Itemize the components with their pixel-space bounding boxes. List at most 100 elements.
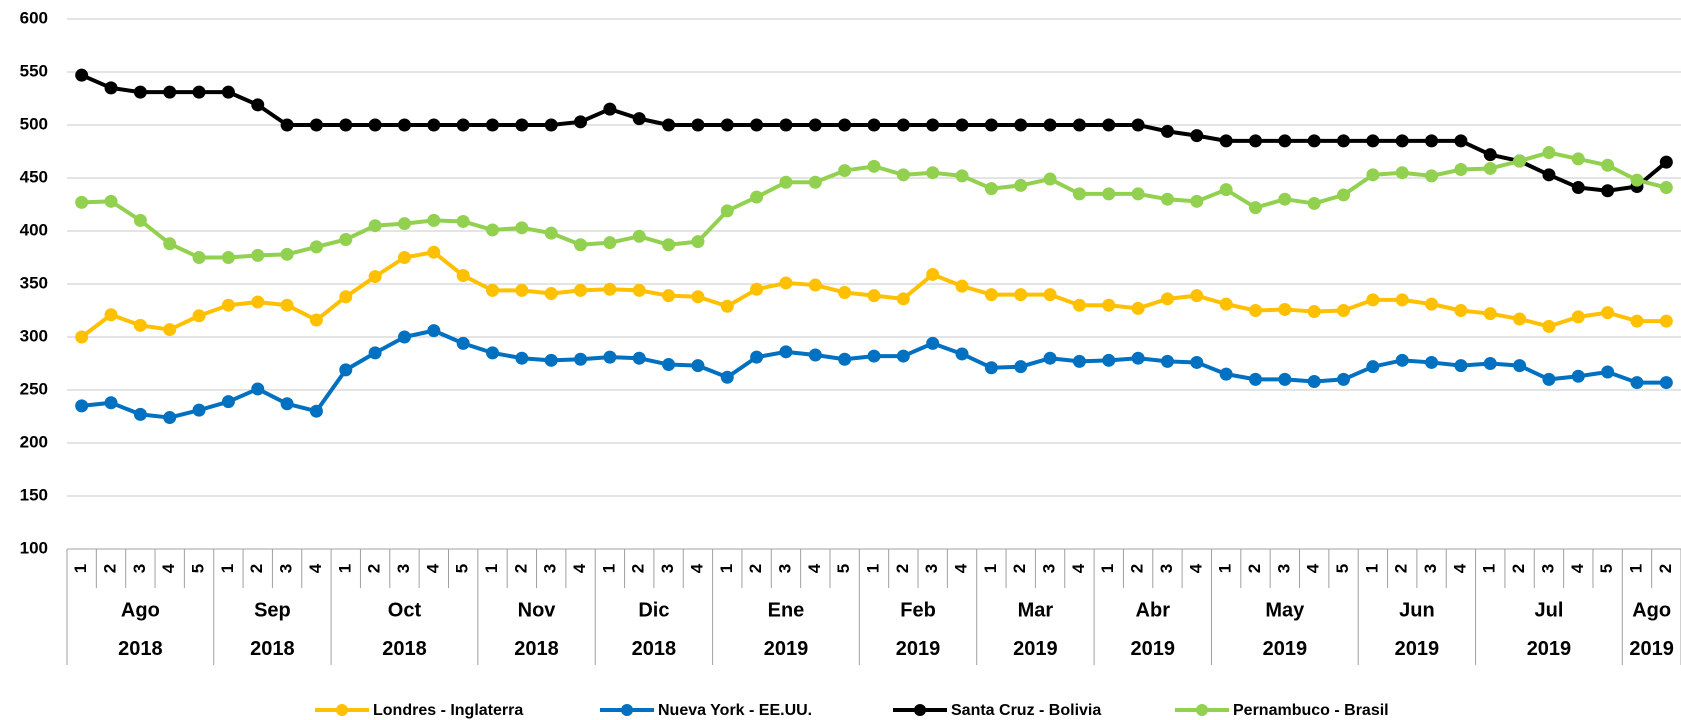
point bbox=[1102, 118, 1116, 132]
point bbox=[397, 217, 411, 231]
point bbox=[368, 118, 382, 132]
point bbox=[163, 411, 177, 425]
point bbox=[1072, 354, 1086, 368]
month-label: Ago bbox=[1632, 599, 1671, 621]
point bbox=[251, 98, 265, 112]
x-tick-label: 5 bbox=[1597, 564, 1616, 573]
point bbox=[339, 118, 353, 132]
point bbox=[1601, 365, 1615, 379]
x-tick-label: 3 bbox=[1157, 564, 1176, 573]
point bbox=[1337, 134, 1351, 148]
legend-label: Nueva York - EE.UU. bbox=[658, 702, 812, 719]
point bbox=[427, 324, 441, 338]
point bbox=[1131, 187, 1145, 201]
point bbox=[984, 361, 998, 375]
point bbox=[192, 403, 206, 417]
point bbox=[1072, 118, 1086, 132]
x-tick-label: 1 bbox=[335, 564, 354, 573]
point bbox=[720, 118, 734, 132]
point bbox=[1102, 298, 1116, 312]
point bbox=[1248, 134, 1262, 148]
x-tick-label: 1 bbox=[1480, 564, 1499, 573]
point bbox=[1454, 304, 1468, 317]
point bbox=[133, 407, 147, 421]
x-tick-label: 5 bbox=[1333, 564, 1352, 573]
point bbox=[1190, 355, 1204, 369]
point bbox=[574, 238, 588, 252]
point bbox=[221, 298, 235, 312]
point bbox=[720, 370, 734, 384]
point bbox=[309, 404, 323, 418]
point bbox=[1483, 357, 1497, 370]
point bbox=[163, 237, 177, 251]
x-tick-label: 2 bbox=[1392, 564, 1411, 573]
y-tick-label: 500 bbox=[20, 114, 48, 133]
point bbox=[75, 330, 89, 344]
point bbox=[221, 251, 235, 264]
x-tick-label: 1 bbox=[1216, 564, 1235, 573]
x-tick-label: 5 bbox=[189, 564, 208, 573]
y-tick-label: 400 bbox=[20, 220, 48, 239]
point bbox=[1160, 192, 1174, 206]
point bbox=[984, 118, 998, 132]
point bbox=[1454, 134, 1468, 148]
year-label: 2019 bbox=[1629, 638, 1674, 660]
point bbox=[896, 292, 910, 306]
point bbox=[574, 283, 588, 297]
y-tick-label: 350 bbox=[20, 273, 48, 292]
legend-marker bbox=[914, 704, 926, 716]
x-tick-label: 1 bbox=[599, 564, 618, 573]
point bbox=[486, 118, 500, 132]
point bbox=[1219, 183, 1233, 197]
point bbox=[1513, 312, 1527, 326]
x-tick-label: 4 bbox=[1568, 563, 1587, 573]
point bbox=[1542, 146, 1556, 160]
point bbox=[1072, 298, 1086, 312]
point bbox=[662, 118, 676, 132]
point bbox=[427, 213, 441, 227]
point bbox=[544, 287, 558, 301]
point bbox=[632, 283, 646, 297]
point bbox=[486, 283, 500, 297]
month-label: Ene bbox=[768, 599, 805, 621]
legend-marker bbox=[336, 704, 348, 716]
y-tick-label: 250 bbox=[20, 379, 48, 398]
point bbox=[1659, 155, 1673, 169]
point bbox=[955, 347, 969, 361]
point bbox=[1542, 372, 1556, 386]
point bbox=[486, 223, 500, 237]
point bbox=[1601, 158, 1615, 172]
point bbox=[896, 349, 910, 363]
point bbox=[75, 68, 89, 82]
point bbox=[1102, 353, 1116, 367]
point bbox=[1072, 187, 1086, 201]
point bbox=[1014, 360, 1028, 374]
y-tick-label: 450 bbox=[20, 167, 48, 186]
x-tick-label: 2 bbox=[511, 564, 530, 573]
point bbox=[1307, 375, 1321, 389]
x-tick-label: 3 bbox=[130, 564, 149, 573]
point bbox=[838, 164, 852, 178]
x-tick-label: 2 bbox=[746, 564, 765, 573]
month-label: Jul bbox=[1534, 599, 1563, 621]
y-tick-label: 600 bbox=[20, 8, 48, 27]
point bbox=[251, 295, 265, 309]
point bbox=[1248, 201, 1262, 215]
point bbox=[75, 195, 89, 209]
point bbox=[662, 358, 676, 372]
point bbox=[1337, 304, 1351, 317]
point bbox=[1542, 168, 1556, 182]
point bbox=[1366, 360, 1380, 374]
month-label: Jun bbox=[1399, 599, 1435, 621]
legend-label: Santa Cruz - Bolivia bbox=[951, 702, 1101, 719]
x-tick-label: 4 bbox=[1186, 563, 1205, 573]
point bbox=[662, 289, 676, 303]
year-label: 2018 bbox=[632, 638, 677, 660]
x-tick-label: 5 bbox=[453, 564, 472, 573]
point bbox=[1454, 359, 1468, 373]
x-tick-label: 1 bbox=[717, 564, 736, 573]
x-tick-label: 4 bbox=[1304, 563, 1323, 573]
legend-marker bbox=[1196, 704, 1208, 716]
point bbox=[750, 118, 764, 132]
point bbox=[808, 118, 822, 132]
